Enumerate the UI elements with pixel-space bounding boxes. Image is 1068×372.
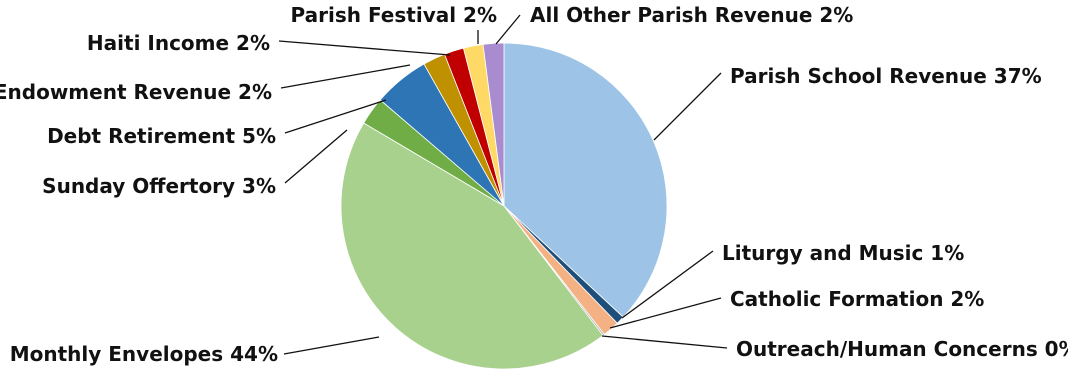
pie-slice-all-other-parish-revenue bbox=[482, 42, 505, 207]
leader-line-catholic-formation bbox=[609, 297, 722, 329]
pie-slices bbox=[340, 42, 668, 370]
leader-line-debt-retirement bbox=[284, 99, 387, 134]
leader-line-all-other-parish-revenue bbox=[495, 14, 521, 45]
slice-label-haiti-income: Haiti Income 2% bbox=[87, 31, 270, 55]
slice-labels: Parish School Revenue 37% Liturgy and Mus… bbox=[0, 3, 1068, 366]
leader-line-monthly-envelopes bbox=[283, 336, 380, 355]
pie-slice-parish-school-revenue bbox=[503, 42, 668, 318]
slice-label-sunday-offertory: Sunday Offertory 3% bbox=[42, 174, 276, 198]
leader-line-sunday-offertory bbox=[284, 129, 348, 184]
slice-label-catholic-formation: Catholic Formation 2% bbox=[730, 287, 984, 311]
leader-line-endowment-revenue bbox=[280, 64, 411, 89]
slice-label-monthly-envelopes: Monthly Envelopes 44% bbox=[10, 342, 278, 366]
slice-label-endowment-revenue: Endowment Revenue 2% bbox=[0, 80, 272, 104]
slice-label-debt-retirement: Debt Retirement 5% bbox=[47, 124, 276, 148]
slice-label-liturgy-and-music: Liturgy and Music 1% bbox=[722, 241, 964, 265]
leader-line-outreach-human-concerns bbox=[601, 335, 728, 349]
leader-line-haiti-income bbox=[278, 40, 451, 56]
slice-label-outreach-human-concerns: Outreach/Human Concerns 0% bbox=[736, 337, 1068, 361]
leader-lines bbox=[278, 14, 728, 355]
slice-label-parish-school-revenue: Parish School Revenue 37% bbox=[730, 64, 1042, 88]
leader-line-liturgy-and-music bbox=[621, 250, 714, 319]
pie-slice-monthly-envelopes bbox=[340, 122, 604, 370]
leader-line-parish-school-revenue bbox=[653, 72, 722, 141]
slice-label-all-other-parish-revenue: All Other Parish Revenue 2% bbox=[530, 3, 853, 27]
slice-label-parish-festival: Parish Festival 2% bbox=[291, 3, 497, 27]
